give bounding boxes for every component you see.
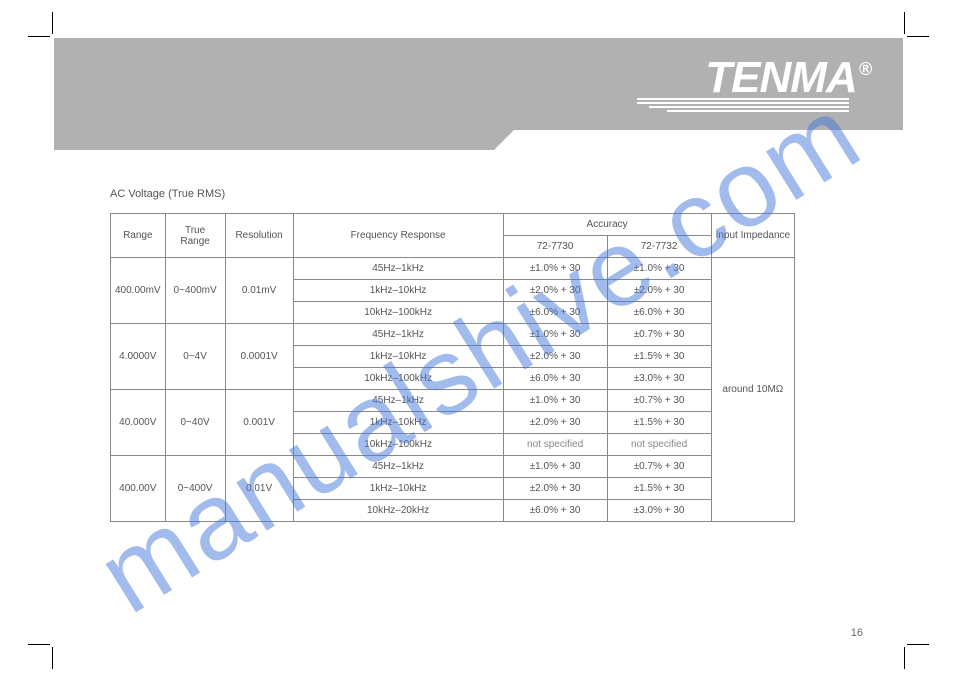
subhead-b: 72-7732 bbox=[607, 236, 711, 258]
cell-range: 400.00mV bbox=[111, 258, 166, 324]
cell-acc2: ±6.0% + 30 bbox=[607, 302, 711, 324]
cell-acc2: ±0.7% + 30 bbox=[607, 456, 711, 478]
col-true-range: True Range bbox=[165, 214, 225, 258]
cell-freq: 1kHz–10kHz bbox=[293, 412, 503, 434]
table-row: 400.00V 0~400V 0.01V 45Hz–1kHz ±1.0% + 3… bbox=[111, 456, 795, 478]
registered-mark: ® bbox=[859, 59, 871, 79]
cell-acc1: not specified bbox=[503, 434, 607, 456]
logo-underline bbox=[637, 98, 849, 112]
cell-acc2: ±0.7% + 30 bbox=[607, 324, 711, 346]
cell-range: 4.0000V bbox=[111, 324, 166, 390]
cell-acc1: ±2.0% + 30 bbox=[503, 346, 607, 368]
cell-acc2: ±1.5% + 30 bbox=[607, 412, 711, 434]
cell-freq: 45Hz–1kHz bbox=[293, 456, 503, 478]
cell-freq: 10kHz–100kHz bbox=[293, 434, 503, 456]
cell-acc2: ±1.0% + 30 bbox=[607, 258, 711, 280]
cell-freq: 45Hz–1kHz bbox=[293, 258, 503, 280]
cell-acc1: ±2.0% + 30 bbox=[503, 478, 607, 500]
col-range: Range bbox=[111, 214, 166, 258]
cell-freq: 45Hz–1kHz bbox=[293, 390, 503, 412]
cell-acc2: ±1.5% + 30 bbox=[607, 478, 711, 500]
cell-acc2: ±3.0% + 30 bbox=[607, 500, 711, 522]
cell-true-range: 0~4V bbox=[165, 324, 225, 390]
brand-logo: TENMA® bbox=[705, 56, 869, 100]
cell-acc2: not specified bbox=[607, 434, 711, 456]
cell-acc1: ±2.0% + 30 bbox=[503, 280, 607, 302]
cell-freq: 1kHz–10kHz bbox=[293, 280, 503, 302]
table-row: 4.0000V 0~4V 0.0001V 45Hz–1kHz ±1.0% + 3… bbox=[111, 324, 795, 346]
page-frame: TENMA® AC Voltage (True RMS) Range True … bbox=[54, 38, 903, 643]
cell-true-range: 0~40V bbox=[165, 390, 225, 456]
cell-acc2: ±2.0% + 30 bbox=[607, 280, 711, 302]
brand-name: TENMA bbox=[705, 53, 856, 102]
cell-acc2: ±1.5% + 30 bbox=[607, 346, 711, 368]
cell-impedance: around 10MΩ bbox=[711, 258, 795, 522]
cell-freq: 10kHz–20kHz bbox=[293, 500, 503, 522]
cell-acc1: ±6.0% + 30 bbox=[503, 500, 607, 522]
cell-range: 400.00V bbox=[111, 456, 166, 522]
cell-acc1: ±1.0% + 30 bbox=[503, 390, 607, 412]
cell-freq: 45Hz–1kHz bbox=[293, 324, 503, 346]
cell-freq: 10kHz–100kHz bbox=[293, 302, 503, 324]
page-number: 16 bbox=[851, 627, 863, 639]
cell-acc2: ±3.0% + 30 bbox=[607, 368, 711, 390]
col-freq: Frequency Response bbox=[293, 214, 503, 258]
cell-res: 0.0001V bbox=[225, 324, 293, 390]
cell-res: 0.001V bbox=[225, 390, 293, 456]
cell-acc1: ±6.0% + 30 bbox=[503, 302, 607, 324]
spec-table: Range True Range Resolution Frequency Re… bbox=[110, 213, 795, 522]
cell-res: 0.01mV bbox=[225, 258, 293, 324]
col-resolution: Resolution bbox=[225, 214, 293, 258]
table-header-row: Range True Range Resolution Frequency Re… bbox=[111, 214, 795, 236]
cell-freq: 10kHz–100kHz bbox=[293, 368, 503, 390]
section-title: AC Voltage (True RMS) bbox=[110, 188, 225, 200]
cell-acc1: ±1.0% + 30 bbox=[503, 324, 607, 346]
col-accuracy: Accuracy bbox=[503, 214, 711, 236]
cell-acc1: ±1.0% + 30 bbox=[503, 456, 607, 478]
subhead-a: 72-7730 bbox=[503, 236, 607, 258]
cell-freq: 1kHz–10kHz bbox=[293, 478, 503, 500]
cell-acc1: ±2.0% + 30 bbox=[503, 412, 607, 434]
col-impedance: Input Impedance bbox=[711, 214, 795, 258]
table-row: 40.000V 0~40V 0.001V 45Hz–1kHz ±1.0% + 3… bbox=[111, 390, 795, 412]
table-row: 400.00mV 0~400mV 0.01mV 45Hz–1kHz ±1.0% … bbox=[111, 258, 795, 280]
cell-true-range: 0~400mV bbox=[165, 258, 225, 324]
cell-acc1: ±1.0% + 30 bbox=[503, 258, 607, 280]
cell-res: 0.01V bbox=[225, 456, 293, 522]
cell-range: 40.000V bbox=[111, 390, 166, 456]
cell-acc2: ±0.7% + 30 bbox=[607, 390, 711, 412]
cell-acc1: ±6.0% + 30 bbox=[503, 368, 607, 390]
cell-freq: 1kHz–10kHz bbox=[293, 346, 503, 368]
header-step bbox=[54, 130, 494, 150]
cell-true-range: 0~400V bbox=[165, 456, 225, 522]
